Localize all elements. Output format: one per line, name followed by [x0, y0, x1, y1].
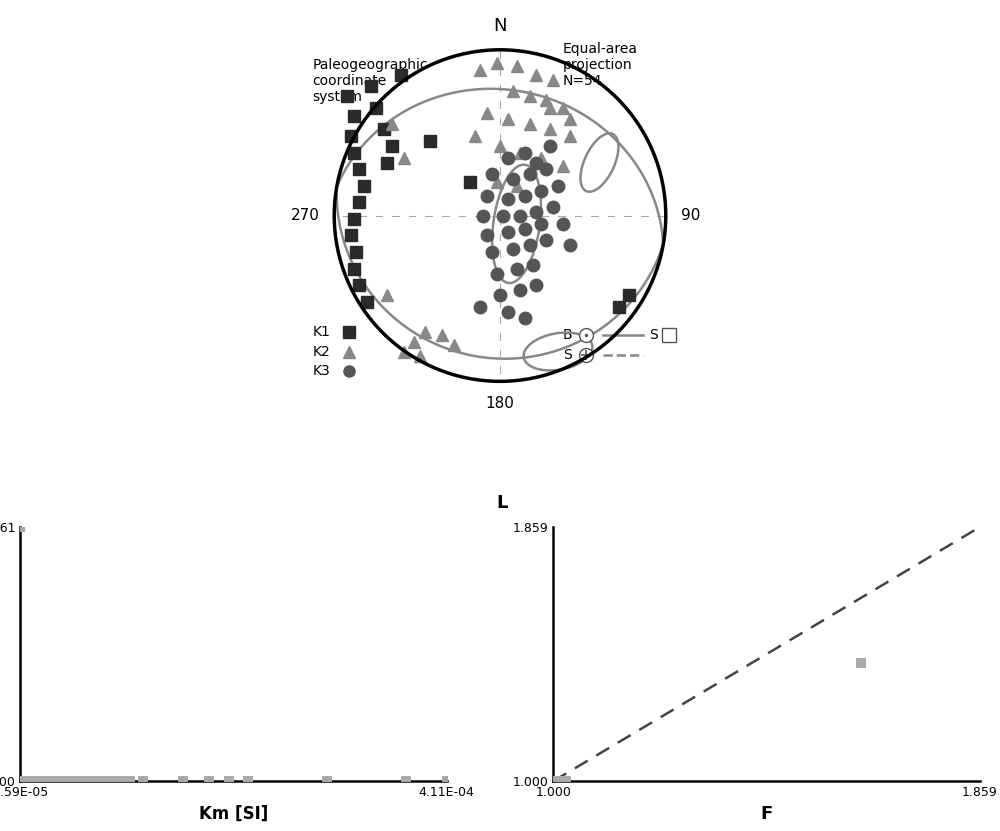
- Point: [240, 774, 256, 788]
- Point: [62, 774, 78, 788]
- Point: [90, 774, 106, 788]
- Point: [38, 774, 54, 788]
- Point: [556, 774, 572, 788]
- Point: [135, 774, 151, 788]
- Point: [58, 774, 74, 788]
- Point: [50, 774, 66, 788]
- Point: [221, 774, 237, 788]
- Point: [122, 774, 138, 788]
- Text: 270: 270: [290, 208, 319, 223]
- Text: 180: 180: [486, 396, 514, 411]
- Point: [552, 774, 568, 788]
- Text: Paleogeographic
coordinate
system: Paleogeographic coordinate system: [313, 58, 428, 105]
- Point: [12, 520, 28, 534]
- Point: [175, 774, 191, 788]
- Point: [439, 774, 455, 788]
- Point: [96, 774, 112, 788]
- Point: [25, 774, 41, 788]
- Text: K1: K1: [313, 325, 331, 338]
- Text: S: S: [563, 348, 572, 361]
- Text: K2: K2: [313, 345, 330, 358]
- Point: [34, 774, 50, 788]
- Point: [112, 774, 128, 788]
- Text: 90: 90: [681, 208, 700, 223]
- Point: [554, 774, 570, 788]
- Point: [54, 774, 70, 788]
- X-axis label: F: F: [761, 804, 773, 823]
- Point: [398, 774, 414, 788]
- Point: [67, 774, 83, 788]
- Point: [20, 774, 36, 788]
- Point: [548, 774, 564, 788]
- Point: [547, 774, 563, 788]
- Text: B: B: [563, 328, 573, 342]
- Point: [78, 774, 94, 788]
- Point: [201, 774, 217, 788]
- Point: [46, 774, 62, 788]
- Point: [558, 774, 574, 788]
- Point: [83, 774, 99, 788]
- Point: [31, 774, 47, 788]
- Y-axis label: L: L: [496, 494, 508, 512]
- X-axis label: Km [SI]: Km [SI]: [199, 804, 268, 823]
- Point: [545, 774, 561, 788]
- Text: S: S: [649, 328, 658, 342]
- Point: [42, 774, 58, 788]
- Point: [12, 774, 28, 788]
- Point: [319, 774, 335, 788]
- Point: [103, 774, 119, 788]
- Point: [550, 774, 566, 788]
- Point: [73, 774, 89, 788]
- Text: Equal-area
projection
N=54: Equal-area projection N=54: [563, 42, 638, 88]
- Text: K3: K3: [313, 365, 330, 378]
- Text: N: N: [493, 17, 507, 35]
- Point: [853, 656, 869, 670]
